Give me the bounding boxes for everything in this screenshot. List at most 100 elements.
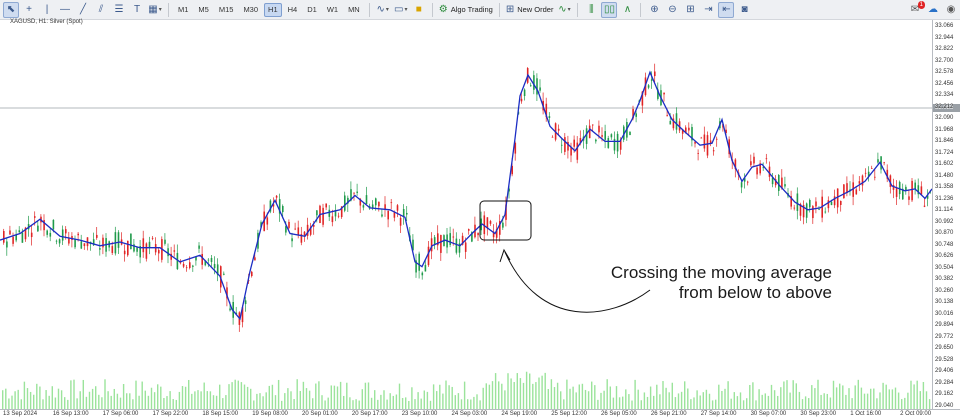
volume-bar: [501, 383, 503, 409]
volume-bar: [525, 371, 528, 409]
volume-bar: [581, 383, 584, 409]
volume-bar: [665, 387, 667, 409]
price-tick: 32.700: [935, 57, 954, 64]
volume-bar: [256, 393, 258, 409]
volume-bar: [727, 381, 729, 409]
annotation-line-2: from below to above: [678, 283, 832, 302]
candle-body: [914, 182, 916, 190]
grid-icon[interactable]: ⊞: [686, 3, 695, 15]
volume-bar: [36, 383, 38, 409]
volume-bar: [563, 399, 565, 409]
candle-body: [412, 239, 414, 251]
bar-chart-icon[interactable]: ⫼: [589, 3, 594, 15]
volume-bar: [439, 384, 441, 409]
candle-body: [706, 135, 709, 156]
candle-body: [765, 158, 768, 160]
timeframe-m5[interactable]: M5: [198, 5, 209, 14]
volume-bar: [634, 379, 636, 409]
time-axis[interactable]: 13 Sep 2024 16 Sep 13:00 17 Sep 06:00 17 Se…: [0, 409, 960, 420]
crosshair-icon[interactable]: +: [26, 3, 32, 15]
volume-bar: [873, 388, 875, 409]
price-axis[interactable]: 32.088 33.066 32.944 32.822 32.700 32.578 32.…: [932, 20, 960, 409]
volume-bar: [609, 386, 611, 409]
timeframe-m15[interactable]: M15: [218, 5, 234, 14]
annotation-arrow: [504, 251, 651, 313]
timeframe-h1[interactable]: H1: [264, 2, 282, 17]
vertical-line-icon[interactable]: |: [45, 3, 49, 15]
autoscroll-icon[interactable]: ⇥: [704, 3, 713, 15]
candle-body: [579, 137, 582, 144]
candle-body: [102, 237, 104, 248]
volume-bar: [349, 397, 351, 409]
volume-bar: [343, 395, 345, 409]
timeframe-w1[interactable]: W1: [326, 5, 339, 14]
candle-body: [539, 87, 541, 91]
chart-shift-icon[interactable]: ⇤: [718, 1, 735, 18]
price-chart[interactable]: [0, 20, 932, 409]
cloud-icon[interactable]: ☁: [928, 3, 938, 15]
candle-body: [824, 211, 827, 213]
timeframe-mn[interactable]: MN: [348, 5, 360, 14]
candle-body: [898, 181, 901, 195]
volume-bar: [321, 395, 323, 409]
volume-bar: [482, 387, 484, 409]
timeframe-m30[interactable]: M30: [243, 5, 259, 14]
volume-bar: [420, 398, 422, 409]
price-tick: 31.236: [935, 195, 954, 202]
crossover-highlight-box: [479, 200, 532, 241]
volume-bar: [259, 393, 261, 409]
volume-bar: [212, 395, 215, 409]
candle-body: [675, 113, 678, 130]
price-tick: 32.822: [935, 46, 954, 52]
zoom-in-icon[interactable]: ⊕: [650, 3, 659, 15]
indicators-icon[interactable]: ∿ ▾: [558, 3, 571, 15]
volume-bar: [928, 399, 931, 409]
zoom-out-icon[interactable]: ⊖: [668, 3, 677, 15]
symbol-label: XAGUSD, H1: Silver (Spot): [10, 19, 83, 25]
screenshot-icon[interactable]: ◙: [741, 3, 748, 15]
volume-bar: [578, 384, 580, 409]
channel-icon[interactable]: ⫽: [98, 3, 104, 15]
horizontal-line-icon[interactable]: —: [60, 3, 70, 15]
notification-badge: 1: [917, 0, 925, 9]
price-tick: 31.968: [935, 126, 954, 133]
volume-bar: [463, 381, 466, 409]
candle-body: [127, 240, 129, 256]
candle-body: [229, 308, 231, 311]
chart-area[interactable]: [0, 20, 932, 409]
text-icon[interactable]: T: [133, 3, 141, 15]
volume-bar: [318, 381, 320, 409]
account-icon[interactable]: ◉: [946, 3, 956, 15]
candle-body: [117, 232, 120, 248]
candle-body: [288, 221, 290, 228]
chart-type-icon[interactable]: ∿ ▾: [376, 3, 389, 15]
volume-bar: [346, 382, 348, 409]
fibonacci-icon[interactable]: ☰: [114, 3, 124, 15]
volume-bar: [160, 386, 162, 409]
candle-body: [833, 196, 836, 206]
price-tick: 32.944: [935, 34, 954, 41]
candle-body: [663, 92, 665, 95]
algo-trading-button[interactable]: ⚙ Algo Trading: [438, 2, 494, 18]
timeframe-d1[interactable]: D1: [307, 5, 317, 14]
candle-body: [130, 233, 132, 250]
volume-bar: [352, 400, 354, 409]
trendline-icon[interactable]: ╱: [79, 3, 87, 15]
shapes-icon[interactable]: ▦ ▾: [148, 3, 162, 15]
volume-bar: [631, 400, 633, 409]
candle-chart-icon[interactable]: ▯▯: [601, 1, 618, 18]
price-tick: 30.748: [935, 241, 954, 248]
line-chart-icon[interactable]: ∧: [623, 3, 632, 15]
timeframe-h4[interactable]: H4: [287, 5, 298, 14]
volume-bar: [188, 379, 190, 409]
candle-body: [505, 204, 507, 220]
candle-body: [712, 150, 715, 152]
template-icon[interactable]: ■: [415, 3, 422, 15]
color-scheme-icon[interactable]: ▭ ▾: [394, 3, 408, 15]
timeframe-m1[interactable]: M1: [178, 5, 189, 14]
price-tick: 32.212: [935, 103, 954, 110]
new-order-button[interactable]: ⊞ New Order: [505, 2, 555, 18]
candle-body: [762, 167, 765, 169]
cursor-icon[interactable]: ⬉: [3, 1, 19, 18]
notifications-button[interactable]: ✉ 1: [907, 0, 925, 18]
